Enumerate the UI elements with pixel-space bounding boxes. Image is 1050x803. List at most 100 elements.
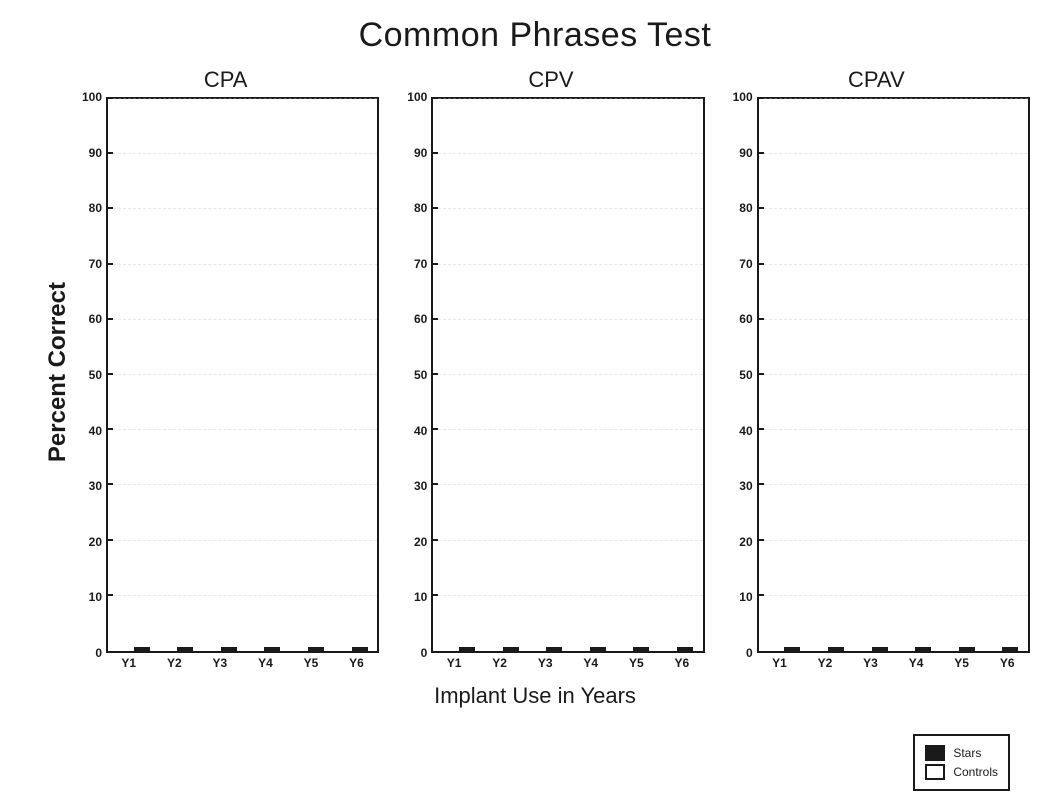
xtick-label: Y1	[757, 653, 802, 677]
bar-group	[330, 647, 373, 651]
xtick-label: Y3	[523, 653, 568, 677]
ytick-label: 90	[414, 146, 427, 160]
bar-controls	[872, 647, 888, 651]
xtick-label: Y6	[984, 653, 1029, 677]
xaxis-cpav: Y1Y2Y3Y4Y5Y6	[723, 653, 1030, 677]
bar-controls	[264, 647, 280, 651]
plot-wrap-cpa: 0102030405060708090100	[72, 97, 379, 653]
ytick-label: 0	[746, 646, 753, 660]
ytick-label: 80	[414, 201, 427, 215]
ytick-label: 10	[89, 590, 102, 604]
bar-group	[655, 647, 698, 651]
ytick-label: 30	[414, 479, 427, 493]
plot-wrap-cpav: 0102030405060708090100	[723, 97, 1030, 653]
bar-controls	[134, 647, 150, 651]
xtick-label: Y3	[197, 653, 242, 677]
legend-swatch-controls	[925, 764, 945, 780]
panels-container: CPA0102030405060708090100Y1Y2Y3Y4Y5Y6CPV…	[72, 67, 1030, 677]
plot-cpv	[431, 97, 704, 653]
ytick-label: 40	[739, 424, 752, 438]
yaxis-ticks-cpa: 0102030405060708090100	[72, 97, 106, 653]
ytick-label: 80	[739, 201, 752, 215]
bar-controls	[221, 647, 237, 651]
bar-group	[763, 647, 806, 651]
bar-group	[243, 647, 286, 651]
xaxis-inner: Y1Y2Y3Y4Y5Y6	[106, 653, 379, 677]
bar-group	[806, 647, 849, 651]
bar-controls	[1002, 647, 1018, 651]
panel-title-cpa: CPA	[72, 67, 379, 93]
xtick-label: Y2	[152, 653, 197, 677]
ytick-label: 70	[89, 257, 102, 271]
plot-cpav	[757, 97, 1030, 653]
panel-cpv: CPV 0 10 20 30 40 50 60 70 80 90 100 Y1Y2Y3Y4Y5Y6	[397, 67, 704, 677]
xtick-label: Y1	[106, 653, 151, 677]
xtick-label: Y4	[243, 653, 288, 677]
legend-label-controls: Controls	[953, 765, 998, 779]
bar-controls	[503, 647, 519, 651]
bar-controls	[177, 647, 193, 651]
ytick-label: 20	[739, 535, 752, 549]
bar-group	[850, 647, 893, 651]
charts-row: Percent Correct CPA010203040506070809010…	[40, 67, 1030, 677]
ytick-label: 50	[89, 368, 102, 382]
xtick-label: Y6	[659, 653, 704, 677]
ytick-label: 50	[739, 368, 752, 382]
ytick-label: 40	[89, 424, 102, 438]
ytick-label: 10	[739, 590, 752, 604]
bar-controls	[633, 647, 649, 651]
ytick-label: 80	[89, 201, 102, 215]
xtick-label: Y1	[431, 653, 476, 677]
xtick-label: Y4	[893, 653, 938, 677]
legend-label-stars: Stars	[953, 746, 981, 760]
ytick-label: 50	[414, 368, 427, 382]
bar-group	[437, 647, 480, 651]
ytick-label: 90	[739, 146, 752, 160]
ytick-label: 100	[733, 90, 753, 104]
bar-group	[612, 647, 655, 651]
bar-group	[937, 647, 980, 651]
bars-area-cpav	[763, 99, 1024, 651]
bar-controls	[308, 647, 324, 651]
bar-controls	[915, 647, 931, 651]
xaxis-cpv: Y1Y2Y3Y4Y5Y6	[397, 653, 704, 677]
ytick-label: 40	[414, 424, 427, 438]
ytick-label: 90	[89, 146, 102, 160]
ytick-label: 70	[414, 257, 427, 271]
ytick-label: 60	[414, 312, 427, 326]
ytick-label: 20	[414, 535, 427, 549]
legend: Stars Controls	[913, 734, 1010, 791]
legend-swatch-stars	[925, 745, 945, 761]
bars-area-cpa	[112, 99, 373, 651]
x-axis-label: Implant Use in Years	[40, 683, 1030, 709]
ytick-label: 100	[82, 90, 102, 104]
yaxis-ticks-cpav: 0102030405060708090100	[723, 97, 757, 653]
xtick-label: Y6	[334, 653, 379, 677]
yaxis-ticks-cpv: 0102030405060708090100	[397, 97, 431, 653]
bar-group	[286, 647, 329, 651]
xtick-label: Y5	[939, 653, 984, 677]
panel-title-cpav: CPAV	[723, 67, 1030, 93]
bars-area-cpv	[437, 99, 698, 651]
ytick-label: 60	[89, 312, 102, 326]
bar-controls	[784, 647, 800, 651]
main-title: Common Phrases Test	[40, 16, 1030, 55]
xtick-label: Y2	[802, 653, 847, 677]
panel-cpav: CPAV0102030405060708090100Y1Y2Y3Y4Y5Y6	[723, 67, 1030, 677]
bar-controls	[352, 647, 368, 651]
ytick-label: 100	[407, 90, 427, 104]
bar-group	[156, 647, 199, 651]
xaxis-inner: Y1Y2Y3Y4Y5Y6	[757, 653, 1030, 677]
panel-title-cpv: CPV	[397, 67, 704, 93]
bar-group	[112, 647, 155, 651]
ytick-label: 30	[89, 479, 102, 493]
bar-group	[893, 647, 936, 651]
xtick-label: Y3	[848, 653, 893, 677]
xaxis-cpa: Y1Y2Y3Y4Y5Y6	[72, 653, 379, 677]
plot-cpa	[106, 97, 379, 653]
ytick-label: 0	[421, 646, 428, 660]
ytick-label: 10	[414, 590, 427, 604]
bar-controls	[828, 647, 844, 651]
bar-group	[525, 647, 568, 651]
bar-group	[199, 647, 242, 651]
